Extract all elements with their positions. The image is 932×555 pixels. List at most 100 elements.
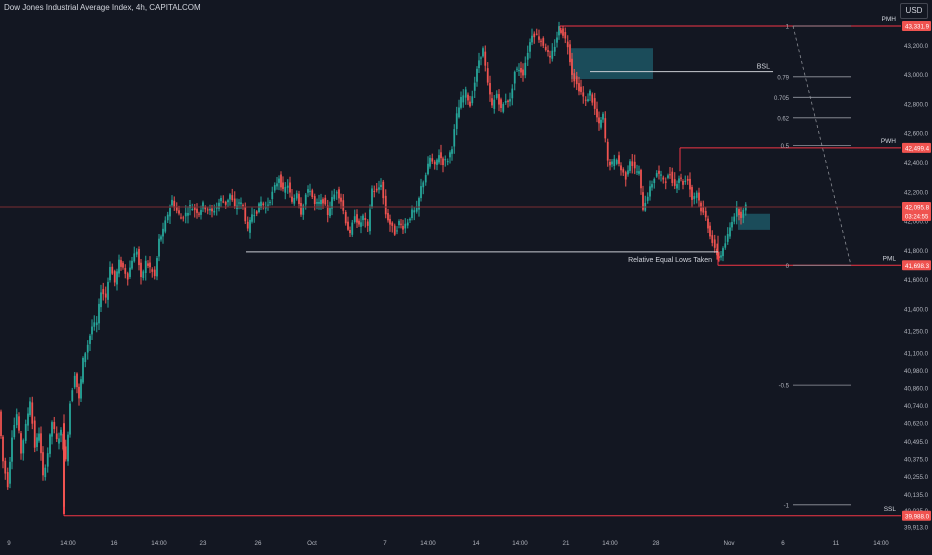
candle-body [529, 42, 531, 52]
candle-body [422, 182, 425, 188]
candle-body [591, 94, 594, 103]
candle-body [580, 86, 582, 92]
candle-body [504, 100, 507, 103]
candle-body [24, 423, 27, 441]
candle-body [224, 201, 227, 205]
candle-body [464, 89, 467, 98]
candle-body [100, 292, 102, 308]
x-tick-label: 14 [473, 540, 480, 547]
candle-body [733, 216, 736, 222]
candles-layer [0, 21, 747, 516]
candle-body [246, 221, 249, 229]
candle-body [495, 93, 498, 98]
candle-body [184, 212, 187, 217]
candle-body [255, 211, 258, 214]
y-tick-label: 41,800.0 [904, 248, 929, 255]
x-tick-label: 21 [563, 540, 570, 547]
candle-body [93, 322, 96, 327]
candle-body [558, 26, 560, 36]
candle-body [424, 175, 427, 183]
candle-body [358, 220, 360, 225]
y-tick-label: 41,400.0 [904, 306, 929, 313]
candle-body [375, 188, 378, 191]
candle-body [71, 390, 74, 402]
fib-level-label: -1 [784, 503, 790, 509]
fib-level-label: 0.79 [777, 75, 789, 81]
candle-body [175, 207, 178, 211]
candle-body [604, 118, 607, 139]
candle-body [153, 269, 156, 277]
candle-body [187, 212, 189, 216]
candle-body [53, 422, 56, 430]
candle-body [95, 322, 98, 326]
candle-body [731, 222, 733, 228]
candle-body [702, 206, 705, 213]
candle-body [389, 218, 391, 225]
candle-body [193, 207, 196, 211]
candle-body [69, 403, 71, 435]
candle-body [149, 262, 151, 268]
candle-body [218, 202, 220, 209]
candle-body [516, 68, 518, 70]
candle-body [213, 210, 216, 213]
candle-body [251, 214, 253, 222]
x-tick-label: 14:00 [873, 540, 889, 547]
candle-body [253, 215, 256, 217]
candle-body [42, 452, 44, 476]
candle-body [449, 152, 451, 158]
candle-body [409, 218, 411, 221]
candle-body [326, 205, 329, 216]
time-axis[interactable]: 9 14:00 16 14:00 23 26 Oct 7 14:00 14 14:00 21 14:00… [7, 540, 889, 547]
candle-body [569, 44, 571, 63]
candle-body [404, 223, 407, 229]
candle-body [267, 204, 269, 206]
candle-body [420, 186, 422, 199]
candle-body [44, 467, 47, 478]
x-tick-label: 14:00 [420, 540, 436, 547]
x-tick-label: 14:00 [602, 540, 618, 547]
candle-body [402, 226, 404, 230]
candle-body [269, 201, 271, 203]
price-label-box [902, 142, 931, 153]
y-tick-label: 40,375.0 [904, 457, 929, 464]
price-label-box [902, 202, 931, 222]
candle-body [302, 205, 305, 215]
candle-body [233, 198, 236, 207]
candle-body [444, 159, 447, 161]
candle-body [613, 158, 616, 166]
candle-body [651, 184, 653, 188]
candle-body [20, 433, 22, 454]
candle-body [164, 220, 167, 232]
candle-body [171, 199, 173, 206]
x-tick-label: 7 [383, 540, 387, 547]
candle-body [500, 99, 502, 108]
fib-trendline [792, 25, 852, 266]
candle-body [322, 199, 324, 204]
candle-body [718, 256, 720, 259]
candle-body [260, 201, 262, 209]
candle-body [440, 152, 442, 159]
candle-body [298, 193, 300, 204]
candle-body [418, 198, 420, 210]
candle-body [180, 217, 182, 219]
candle-body [89, 335, 91, 344]
candle-body [622, 169, 625, 173]
candle-body [680, 177, 682, 179]
candle-body [353, 216, 356, 222]
candle-body [156, 258, 158, 277]
price-axis[interactable]: 43,200.0 43,000.0 42,800.0 42,600.0 42,400.0… [881, 16, 931, 531]
candle-body [480, 57, 482, 59]
candle-body [244, 207, 247, 222]
candle-body [276, 183, 278, 187]
candle-body [364, 217, 367, 221]
y-tick-label: 42,600.0 [904, 131, 929, 138]
candle-body [271, 191, 274, 200]
currency-button[interactable]: USD [900, 3, 928, 19]
y-tick-label: 42,200.0 [904, 189, 929, 196]
candle-body [709, 225, 711, 237]
candle-body [502, 104, 505, 112]
candle-body [86, 344, 89, 353]
candle-body [107, 281, 109, 300]
